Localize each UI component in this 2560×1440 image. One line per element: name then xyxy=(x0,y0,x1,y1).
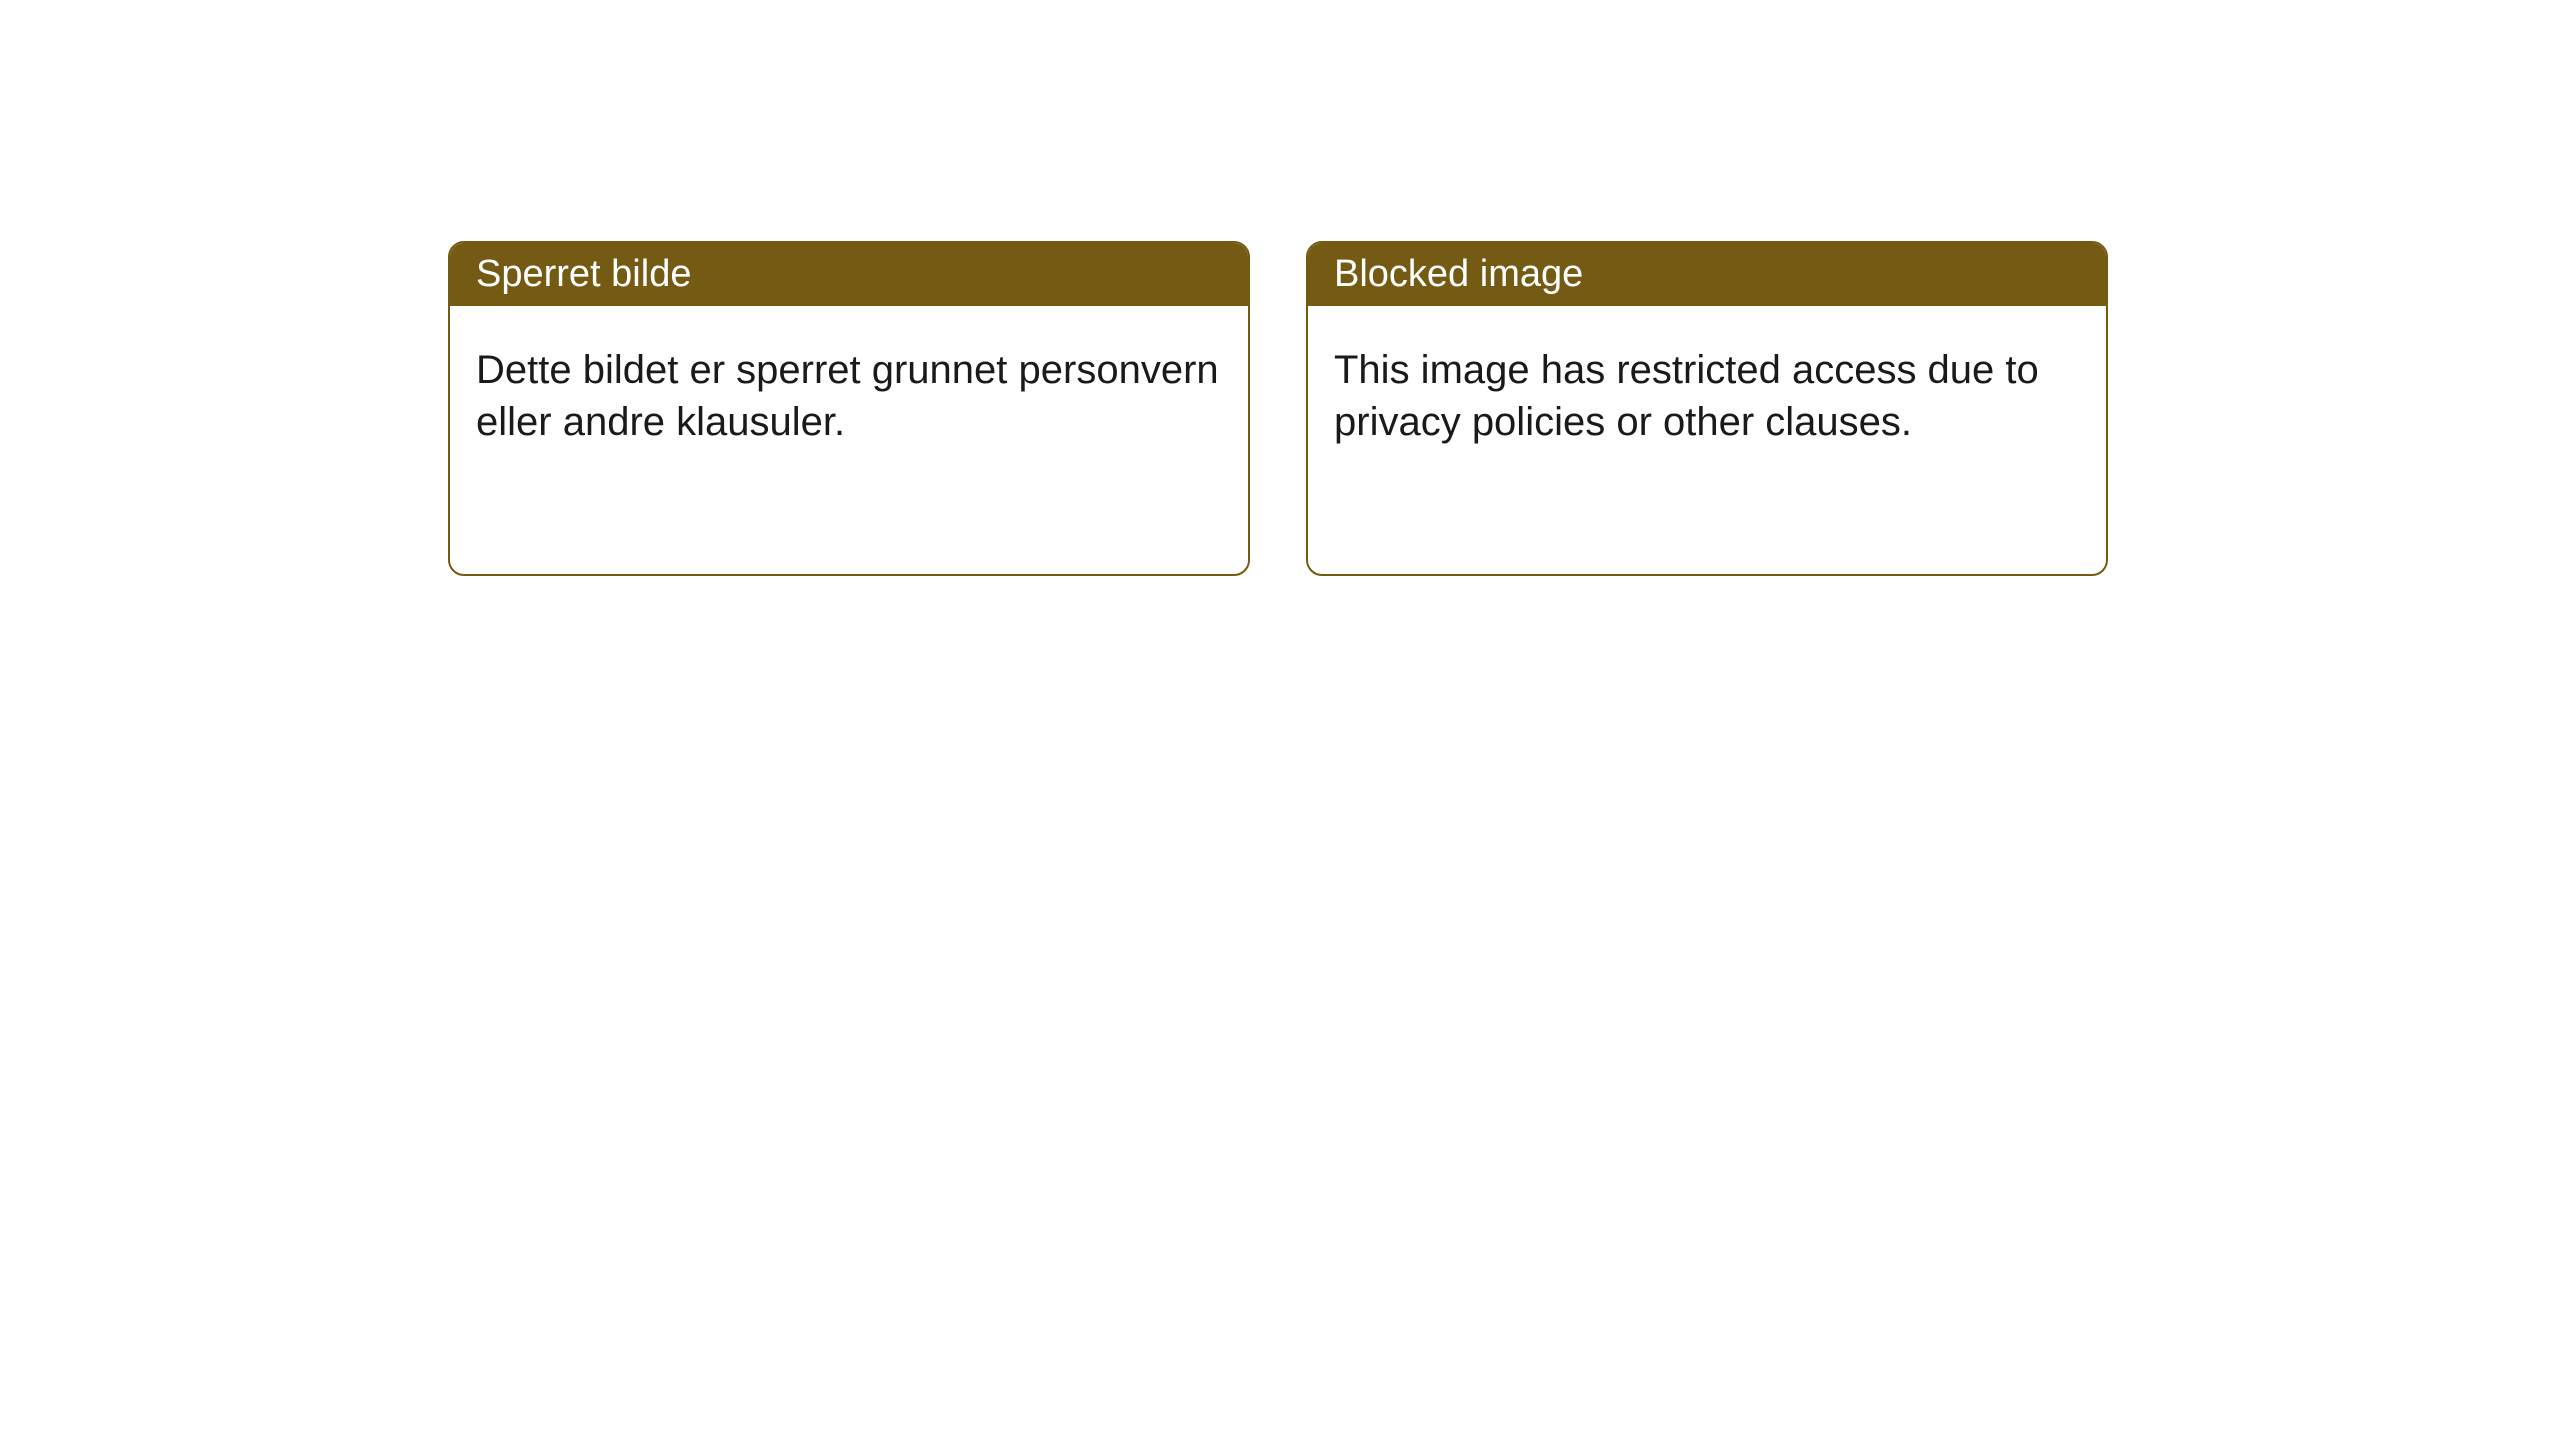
card-header: Blocked image xyxy=(1308,243,2106,306)
card-title: Sperret bilde xyxy=(476,253,691,295)
blocked-image-card-en: Blocked image This image has restricted … xyxy=(1306,241,2108,576)
card-body-text: This image has restricted access due to … xyxy=(1334,348,2039,444)
card-body: Dette bildet er sperret grunnet personve… xyxy=(450,306,1248,486)
card-body: This image has restricted access due to … xyxy=(1308,306,2106,486)
card-title: Blocked image xyxy=(1334,253,1583,295)
card-header: Sperret bilde xyxy=(450,243,1248,306)
card-body-text: Dette bildet er sperret grunnet personve… xyxy=(476,348,1219,444)
cards-container: Sperret bilde Dette bildet er sperret gr… xyxy=(448,241,2560,576)
blocked-image-card-no: Sperret bilde Dette bildet er sperret gr… xyxy=(448,241,1250,576)
